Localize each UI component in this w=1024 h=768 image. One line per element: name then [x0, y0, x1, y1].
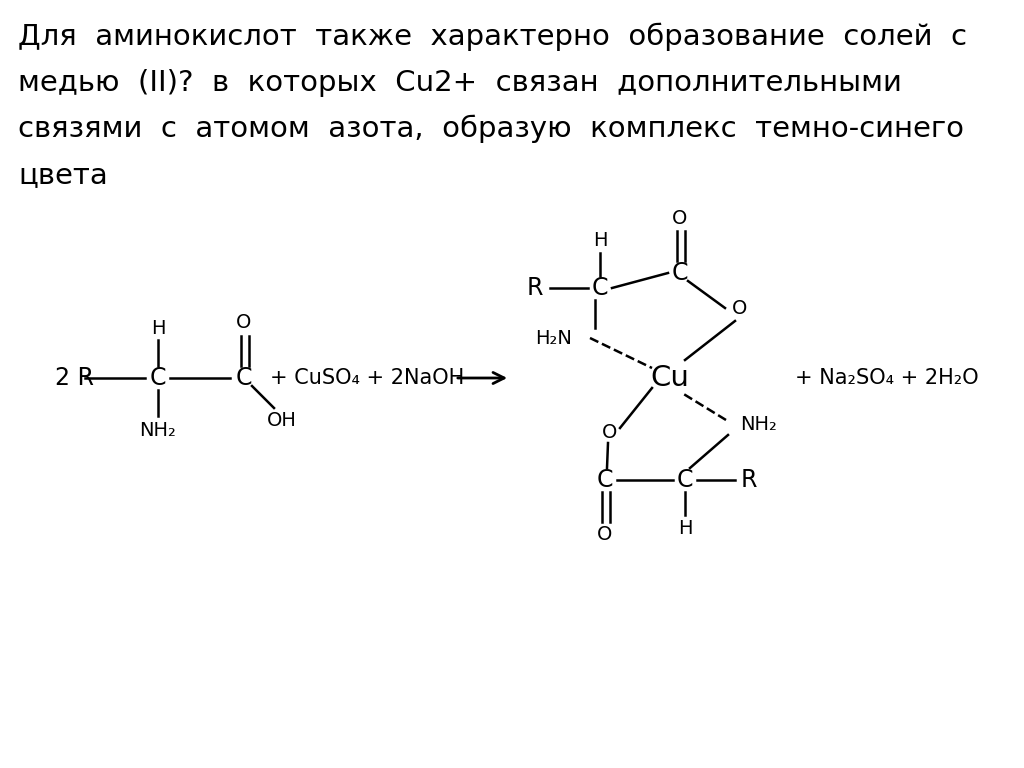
- Text: C: C: [597, 468, 613, 492]
- Text: + CuSO₄ + 2NaOH: + CuSO₄ + 2NaOH: [270, 368, 464, 388]
- Text: Для  аминокислот  также  характерно  образование  солей  с: Для аминокислот также характерно образов…: [18, 23, 967, 51]
- Text: C: C: [672, 261, 688, 285]
- Text: H: H: [151, 319, 165, 337]
- Text: H: H: [678, 518, 692, 538]
- Text: O: O: [237, 313, 252, 333]
- Text: O: O: [673, 208, 688, 227]
- Text: NH₂: NH₂: [139, 421, 176, 439]
- Text: R: R: [740, 468, 758, 492]
- Text: H: H: [593, 230, 607, 250]
- Text: O: O: [732, 299, 748, 317]
- Text: связями  с  атомом  азота,  образую  комплекс  темно-синего: связями с атомом азота, образую комплекс…: [18, 115, 964, 144]
- Text: 2 R: 2 R: [55, 366, 94, 390]
- Text: Cu: Cu: [650, 364, 689, 392]
- Text: C: C: [677, 468, 693, 492]
- Text: + Na₂SO₄ + 2H₂O: + Na₂SO₄ + 2H₂O: [795, 368, 979, 388]
- Text: H₂N: H₂N: [536, 329, 572, 347]
- Text: цвета: цвета: [18, 161, 108, 189]
- Text: OH: OH: [267, 411, 297, 429]
- Text: C: C: [592, 276, 608, 300]
- Text: R: R: [526, 276, 544, 300]
- Text: O: O: [597, 525, 612, 545]
- Text: NH₂: NH₂: [740, 415, 777, 435]
- Text: C: C: [150, 366, 166, 390]
- Text: C: C: [236, 366, 252, 390]
- Text: медью  (II)?  в  которых  Cu2+  связан  дополнительными: медью (II)? в которых Cu2+ связан дополн…: [18, 69, 902, 97]
- Text: O: O: [602, 423, 617, 442]
- FancyArrowPatch shape: [458, 372, 504, 383]
